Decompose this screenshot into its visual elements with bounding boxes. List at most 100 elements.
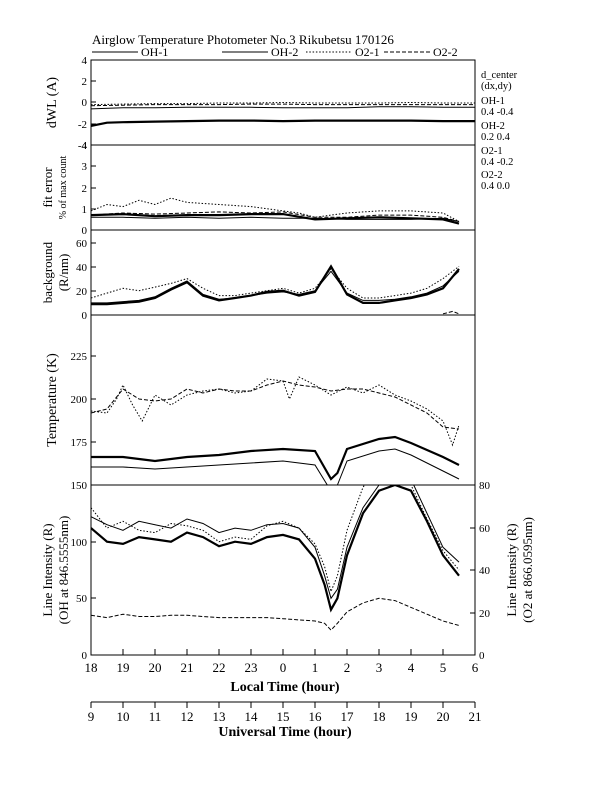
- series-line-thin: [91, 270, 460, 304]
- y2-tick-label: 80: [479, 480, 491, 492]
- local-time-tick-label: 22: [213, 660, 226, 675]
- y-tick-label: 1: [82, 204, 88, 216]
- y-axis-label: Line Intensity (R): [40, 523, 55, 616]
- local-time-tick-label: 19: [117, 660, 130, 675]
- time-axes: 18 19 20 21 22 23 0 1 2 3 4 5 69 10 11 12 13 14 15 16 17 18 19…: [85, 649, 482, 724]
- ut-tick-label: 13: [213, 709, 226, 724]
- y-tick-label: 60: [76, 238, 88, 250]
- panel-frame: [90, 144, 476, 231]
- legend-label: OH-1: [141, 45, 168, 59]
- series-line-thin: [91, 485, 460, 600]
- ut-tick-label: 20: [437, 709, 450, 724]
- series-line-dotted: [91, 197, 460, 222]
- y-axis-label: fit error: [40, 167, 55, 208]
- local-time-tick-label: 1: [312, 660, 319, 675]
- ut-tick-label: 10: [117, 709, 130, 724]
- side-note: 0.4 -0.2: [481, 157, 513, 168]
- series-line-thick: [91, 119, 475, 127]
- panel-fit: 0 1 2 3 4 fit error% of max count: [40, 140, 476, 237]
- y-tick-label: 175: [71, 437, 88, 449]
- local-time-tick-label: 20: [149, 660, 162, 675]
- y2-tick-label: 60: [479, 523, 491, 535]
- ut-tick-label: 15: [277, 709, 290, 724]
- y-axis-label-2: (OH at 846.5555nm): [56, 516, 71, 625]
- right-axis-label: Line Intensity (R): [504, 523, 519, 616]
- y-tick-label: 50: [76, 593, 88, 605]
- y2-tick-label: 40: [479, 565, 491, 577]
- y2-tick-label: 0: [479, 650, 485, 662]
- ut-tick-label: 19: [405, 709, 418, 724]
- local-time-tick-label: 5: [440, 660, 447, 675]
- y-tick-label: 4: [82, 140, 88, 152]
- side-note: 0.2 0.4: [481, 132, 511, 143]
- series-line-dotted: [91, 266, 460, 299]
- ut-tick-label: 11: [149, 709, 162, 724]
- panels: -4 -2 0 2 4 dWL (A) 0 1 2 3 4 fit error% of max cou…: [40, 55, 535, 662]
- series-line-thin: [91, 106, 475, 110]
- legend-label: O2-2: [433, 45, 458, 59]
- ut-tick-label: 18: [373, 709, 386, 724]
- series-line-dashed: [91, 103, 475, 107]
- y-axis-label-2: (R/nm): [56, 254, 71, 292]
- side-note: OH-2: [481, 121, 505, 132]
- local-time-tick-label: 21: [181, 660, 194, 675]
- series-line-thick: [91, 212, 460, 225]
- ut-tick-label: 14: [245, 709, 259, 724]
- local-time-tick-label: 2: [344, 660, 351, 675]
- side-note: OH-1: [481, 96, 505, 107]
- local-time-tick-label: 23: [245, 660, 258, 675]
- series-line-dashed: [91, 380, 460, 430]
- side-notes: d_center(dx,dy) OH-10.4 -0.4 OH-20.2 0.4 O2…: [481, 70, 518, 192]
- y-tick-label: 2: [82, 183, 88, 195]
- y-tick-label: 225: [71, 351, 88, 363]
- ut-tick-label: 21: [469, 709, 482, 724]
- y-tick-label: 0: [82, 310, 88, 322]
- legend-label: OH-2: [271, 45, 298, 59]
- series-line-thin: [91, 448, 460, 485]
- y-tick-label: 3: [82, 161, 88, 173]
- panel-frame: [90, 229, 476, 316]
- local-time-tick-label: 4: [408, 660, 415, 675]
- side-note: 0.4 -0.4: [481, 107, 514, 118]
- panel-temp: 175 200 225 Temperature (K): [45, 314, 476, 486]
- ut-tick-label: 16: [309, 709, 323, 724]
- series-line-dotted: [91, 376, 460, 447]
- local-time-tick-label: 6: [472, 660, 479, 675]
- y-tick-label: 100: [71, 537, 88, 549]
- y-tick-label: -2: [78, 119, 87, 131]
- universal-time-label: Universal Time (hour): [218, 725, 352, 740]
- panel-dwl: -4 -2 0 2 4 dWL (A): [45, 55, 476, 152]
- y-tick-label: 20: [76, 286, 88, 298]
- y-tick-label: 2: [82, 76, 88, 88]
- legend: OH-1 OH-2 O2-1 O2-2: [92, 45, 458, 59]
- y-tick-label: 0: [82, 225, 88, 237]
- y-axis-label: background: [40, 241, 55, 303]
- panel-bg: 0 20 40 60 background (R/nm): [40, 229, 476, 322]
- side-note: O2-1: [481, 146, 503, 157]
- side-note: 0.4 0.0: [481, 181, 510, 192]
- series-line-dotted: [91, 101, 475, 106]
- y-tick-label: 200: [71, 394, 88, 406]
- ut-tick-label: 12: [181, 709, 194, 724]
- y-tick-label: 0: [82, 97, 88, 109]
- y2-tick-label: 20: [479, 608, 491, 620]
- y-axis-label-2: % of max count: [58, 155, 69, 219]
- local-time-label: Local Time (hour): [230, 680, 339, 695]
- ut-tick-label: 9: [88, 709, 95, 724]
- series-line-dashed: [91, 597, 460, 631]
- legend-label: O2-1: [355, 45, 380, 59]
- side-note: d_center: [481, 70, 518, 81]
- series-line-thick: [91, 435, 460, 481]
- y-tick-label: 150: [71, 480, 88, 492]
- y-axis-label: Temperature (K): [45, 353, 60, 447]
- series-line-thick: [91, 485, 460, 613]
- series-line-dashed: [442, 310, 460, 315]
- series-line-dotted: [91, 485, 460, 594]
- side-note: (dx,dy): [481, 81, 512, 92]
- y-tick-label: 40: [76, 262, 88, 274]
- local-time-tick-label: 18: [85, 660, 98, 675]
- series-line-dashed: [91, 211, 460, 222]
- y-tick-label: 4: [82, 55, 88, 67]
